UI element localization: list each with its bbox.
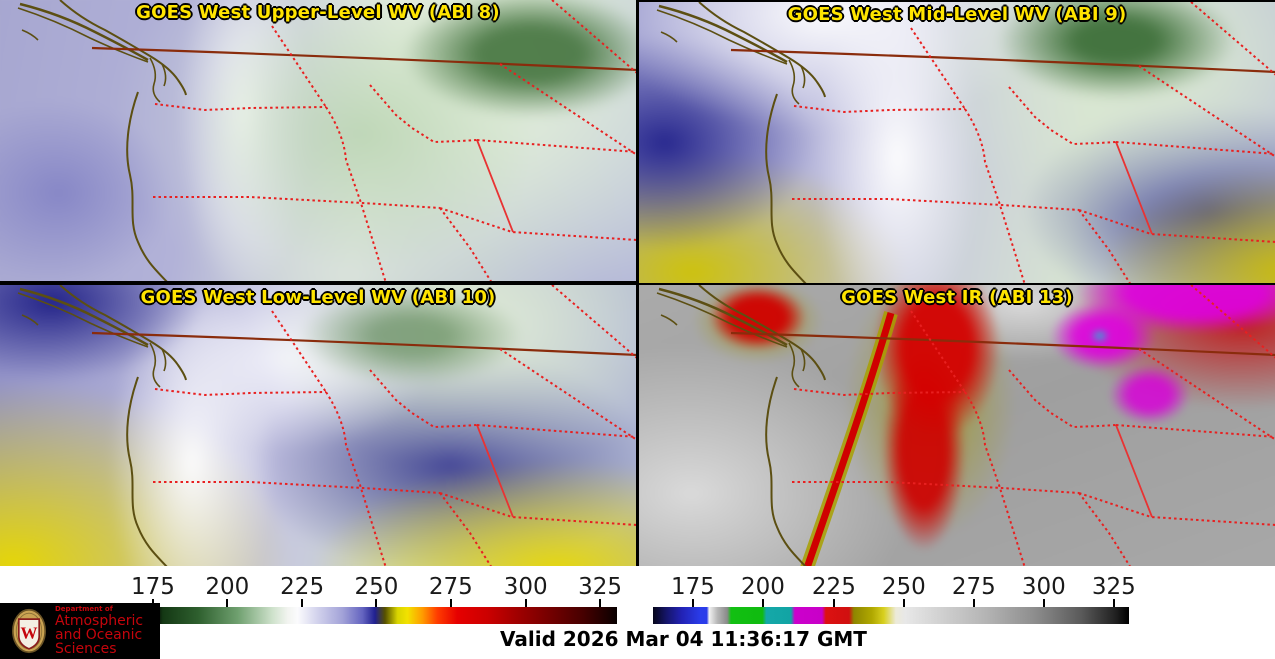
wv-tick-label: 275: [428, 574, 473, 600]
svg-text:W: W: [21, 624, 38, 643]
ir-tick-mark: [902, 599, 905, 607]
ir-tick-mark: [1112, 599, 1115, 607]
wv-tick-label: 200: [205, 574, 250, 600]
ir-front-band: [800, 311, 898, 566]
satellite-imagery-abi9: [639, 2, 1275, 283]
panel-title-abi10: GOES West Low-Level WV (ABI 10): [140, 287, 496, 308]
ir-tick-mark: [691, 599, 694, 607]
map-overlay: [655, 2, 1275, 283]
wv-tick-mark: [449, 599, 452, 607]
uw-crest-icon: W: [12, 608, 46, 654]
wv-colorbar-gradient: [118, 607, 617, 624]
ir-colorbar-gradient: [653, 607, 1129, 624]
ir-tick-mark: [761, 599, 764, 607]
ir-tick-label: 300: [1021, 574, 1066, 600]
logo-text: Department of Atmospheric and Oceanic Sc…: [55, 604, 160, 658]
wv-tick-label: 250: [354, 574, 399, 600]
ir-tick-label: 200: [741, 574, 785, 600]
panel-low-level-wv: GOES West Low-Level WV (ABI 10): [0, 285, 636, 566]
wv-tick-label: 300: [503, 574, 548, 600]
panel-ir: GOES West IR (ABI 13): [639, 285, 1275, 566]
ir-tick-mark: [972, 599, 975, 607]
map-overlay: [16, 0, 636, 281]
ir-tick-label: 175: [671, 574, 715, 600]
wv-tick-label: 325: [578, 574, 622, 600]
ir-tick-label: 225: [811, 574, 856, 600]
valid-timestamp: Valid 2026 Mar 04 11:36:17 GMT: [500, 627, 867, 651]
ir-tick-label: 250: [881, 574, 926, 600]
wv-tick-label: 225: [280, 574, 325, 600]
satellite-imagery-abi10: [0, 285, 636, 566]
quad-panel-grid: GOES West Upper-Level WV (ABI 8) GOES We…: [0, 0, 1275, 566]
wv-tick-mark: [524, 599, 527, 607]
wv-tick-mark: [599, 599, 602, 607]
wv-tick-mark: [226, 599, 229, 607]
wv-tick-mark: [301, 599, 304, 607]
uw-aos-logo: W Department of Atmospheric and Oceanic …: [0, 603, 160, 659]
logo-dept-label: Department of: [55, 604, 113, 613]
map-overlay: [16, 285, 636, 566]
ir-tick-mark: [1042, 599, 1045, 607]
panel-upper-level-wv: GOES West Upper-Level WV (ABI 8): [0, 0, 636, 281]
panel-title-abi13: GOES West IR (ABI 13): [841, 287, 1073, 308]
panel-mid-level-wv: GOES West Mid-Level WV (ABI 9): [639, 2, 1275, 283]
satellite-imagery-abi13: [639, 285, 1275, 566]
ir-tick-label: 275: [951, 574, 996, 600]
ir-colorbar: 175 200 225 250 275 300 325: [653, 566, 1136, 659]
panel-title-abi8: GOES West Upper-Level WV (ABI 8): [136, 2, 500, 23]
logo-line2: and Oceanic Sciences: [55, 626, 143, 658]
ir-tick-mark: [832, 599, 835, 607]
wv-colorbar: 175 200 225 250 275 300 325: [118, 566, 622, 659]
satellite-imagery-abi8: [0, 0, 636, 281]
wv-tick-mark: [375, 599, 378, 607]
map-overlay: [655, 285, 1275, 566]
ir-tick-label: 325: [1091, 574, 1136, 600]
wv-tick-label: 175: [130, 574, 175, 600]
panel-title-abi9: GOES West Mid-Level WV (ABI 9): [787, 4, 1127, 25]
footer-strip: 175 200 225 250 275 300 325 175 200 225 250 275 300…: [0, 566, 1275, 659]
logo-line1: Atmospheric: [55, 612, 144, 629]
